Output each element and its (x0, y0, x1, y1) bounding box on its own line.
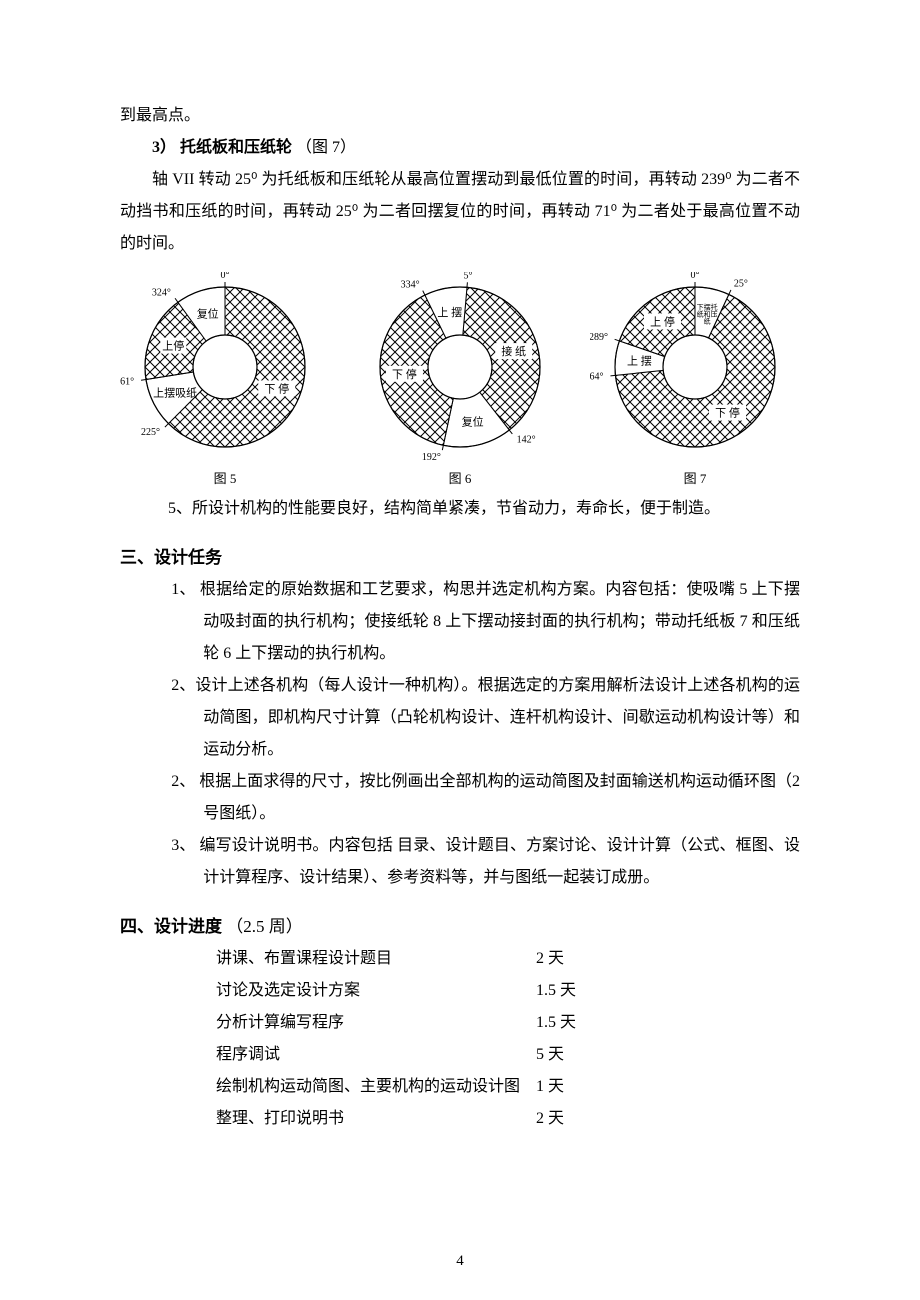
schedule-days: 2 天 (536, 1103, 616, 1135)
figures-row: 下 停上摆吸纸上停复位0°324°261°225° 图 5 接 纸复位下 停上 … (120, 272, 800, 487)
schedule-days: 1 天 (536, 1071, 616, 1103)
svg-text:接 纸: 接 纸 (501, 345, 526, 358)
schedule-table: 讲课、布置课程设计题目2 天讨论及选定设计方案1.5 天分析计算编写程序1.5 … (216, 943, 800, 1135)
list-item: 1、 根据给定的原始数据和工艺要求，构思并选定机构方案。内容包括：使吸嘴 5 上… (171, 574, 800, 670)
svg-text:192°: 192° (422, 452, 441, 462)
section-4-heading-paren: （2.5 周） (226, 917, 303, 936)
page-number: 4 (0, 1253, 920, 1270)
svg-text:264°: 264° (590, 372, 604, 383)
section-4-heading: 四、设计进度 （2.5 周） (120, 912, 800, 937)
figure-5-caption: 图 5 (214, 468, 237, 487)
svg-text:复位: 复位 (462, 415, 484, 429)
schedule-days: 1.5 天 (536, 975, 616, 1007)
svg-text:25°: 25° (734, 279, 748, 290)
svg-text:上 摆: 上 摆 (437, 305, 462, 319)
continuation-line: 到最高点。 (120, 100, 800, 132)
schedule-days: 2 天 (536, 943, 616, 975)
svg-text:142°: 142° (517, 434, 536, 445)
svg-text:下 停: 下 停 (715, 406, 740, 420)
figure-7-cell: 下摆托纸和压纸下 停上 摆上 停0°25°289°264° 图 7 (590, 272, 800, 487)
svg-text:上摆吸纸: 上摆吸纸 (153, 385, 197, 399)
list-item: 2、设计上述各机构（每人设计一种机构）。根据选定的方案用解析法设计上述各机构的运… (171, 670, 800, 766)
schedule-row: 分析计算编写程序1.5 天 (216, 1007, 800, 1039)
subheading-3-ref: （图 7） (296, 139, 356, 156)
schedule-task: 分析计算编写程序 (216, 1007, 536, 1039)
svg-text:0°: 0° (221, 272, 230, 281)
svg-text:261°: 261° (120, 376, 134, 387)
figure-5-cell: 下 停 上摆吸纸 上停 复位 0° 324° 261° 225° 图 5 (120, 272, 330, 487)
figure-6-svg: 接 纸复位 下 停 上 摆 5° 334° 192° 142° (355, 272, 565, 462)
subheading-3-number: 3） (152, 139, 176, 156)
svg-text:5°: 5° (464, 272, 473, 281)
svg-text:324°: 324° (152, 288, 171, 299)
document-page: 到最高点。 3） 托纸板和压纸轮 （图 7） 轴 VII 转动 25⁰ 为托纸板… (0, 0, 920, 1300)
section-4-heading-main: 四、设计进度 (120, 917, 222, 936)
point-5: 5、所设计机构的性能要良好，结构简单紧凑，节省动力，寿命长，便于制造。 (120, 493, 800, 525)
svg-text:下 停: 下 停 (392, 367, 417, 381)
schedule-row: 讨论及选定设计方案1.5 天 (216, 975, 800, 1007)
schedule-task: 讲课、布置课程设计题目 (216, 943, 536, 975)
svg-text:下 停: 下 停 (264, 381, 289, 395)
svg-text:上 摆: 上 摆 (627, 354, 652, 368)
list-item: 2、 根据上面求得的尺寸，按比例画出全部机构的运动简图及封面输送机构运动循环图（… (171, 766, 800, 830)
schedule-days: 5 天 (536, 1039, 616, 1071)
section-3-heading: 三、设计任务 (120, 543, 800, 568)
schedule-row: 绘制机构运动简图、主要机构的运动设计图1 天 (216, 1071, 800, 1103)
figure-6-cell: 接 纸复位 下 停 上 摆 5° 334° 192° 142° 图 6 (355, 272, 565, 487)
svg-text:289°: 289° (590, 332, 608, 343)
schedule-row: 讲课、布置课程设计题目2 天 (216, 943, 800, 975)
schedule-days: 1.5 天 (536, 1007, 616, 1039)
schedule-task: 绘制机构运动简图、主要机构的运动设计图 (216, 1071, 536, 1103)
subheading-3-title: 托纸板和压纸轮 (180, 139, 292, 156)
figure-6-caption: 图 6 (449, 468, 472, 487)
schedule-task: 整理、打印说明书 (216, 1103, 536, 1135)
figure-7-svg: 下摆托纸和压纸下 停上 摆上 停0°25°289°264° (590, 272, 800, 462)
svg-text:334°: 334° (401, 279, 420, 290)
svg-text:225°: 225° (141, 427, 160, 438)
schedule-row: 整理、打印说明书2 天 (216, 1103, 800, 1135)
svg-text:上 停: 上 停 (650, 314, 675, 328)
list-item: 3、 编写设计说明书。内容包括 目录、设计题目、方案讨论、设计计算（公式、框图、… (171, 830, 800, 894)
schedule-row: 程序调试5 天 (216, 1039, 800, 1071)
schedule-task: 讨论及选定设计方案 (216, 975, 536, 1007)
figure-5-svg: 下 停 上摆吸纸 上停 复位 0° 324° 261° 225° (120, 272, 330, 462)
subheading-3: 3） 托纸板和压纸轮 （图 7） (120, 132, 800, 164)
figure-7-caption: 图 7 (684, 468, 707, 487)
svg-text:复位: 复位 (197, 307, 219, 321)
svg-text:上停: 上停 (162, 339, 184, 353)
schedule-task: 程序调试 (216, 1039, 536, 1071)
svg-text:0°: 0° (691, 272, 700, 281)
section-3-list: 1、 根据给定的原始数据和工艺要求，构思并选定机构方案。内容包括：使吸嘴 5 上… (120, 574, 800, 894)
sub3-body: 轴 VII 转动 25⁰ 为托纸板和压纸轮从最高位置摆动到最低位置的时间，再转动… (120, 164, 800, 260)
